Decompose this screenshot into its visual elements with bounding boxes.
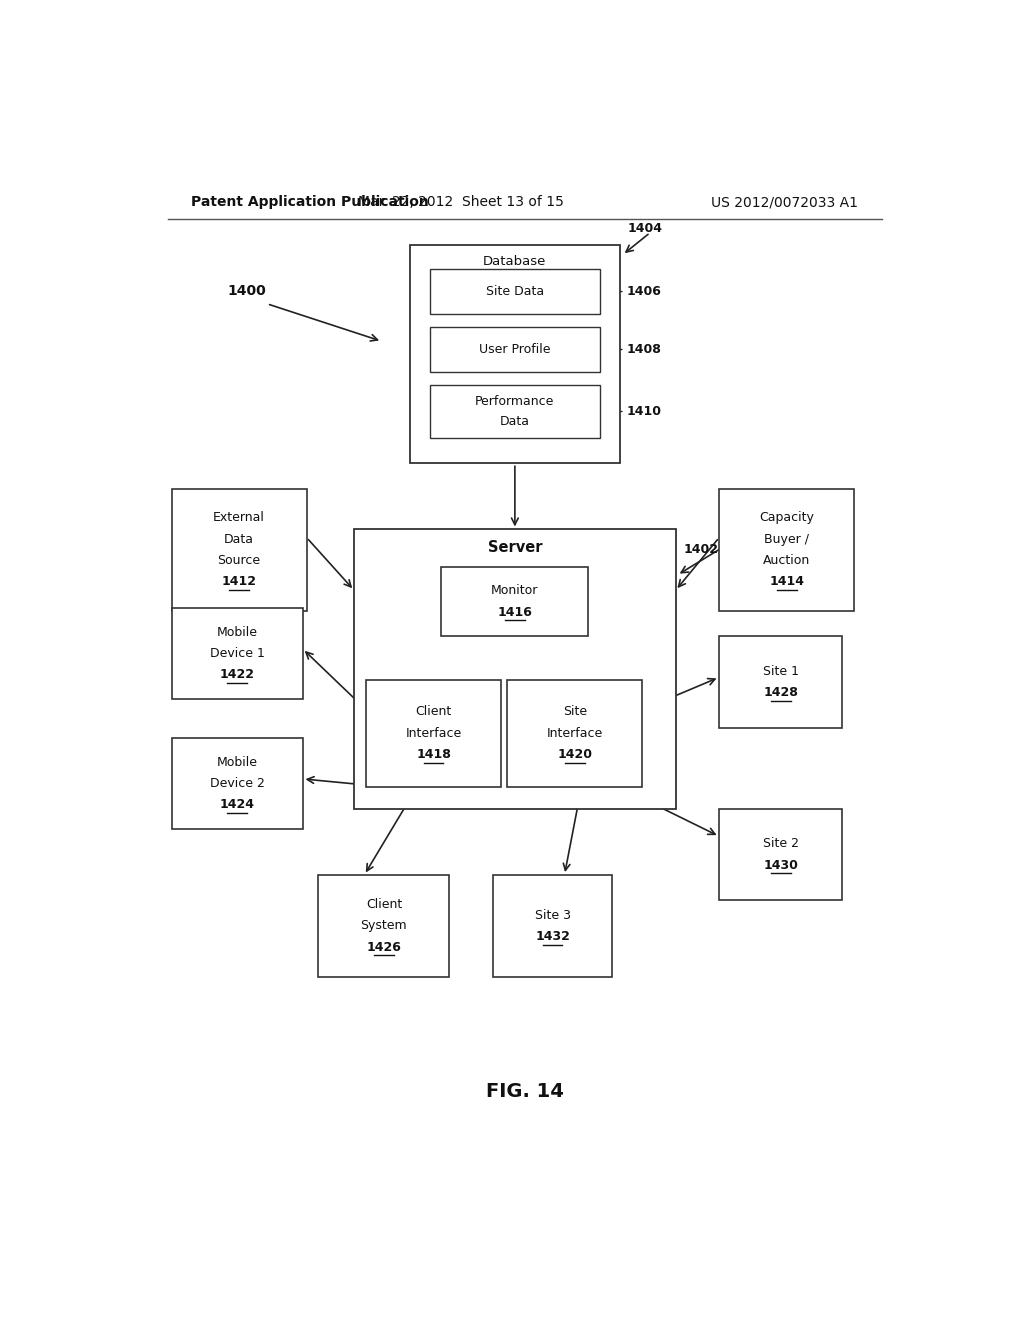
Text: Database: Database xyxy=(483,255,547,268)
Text: System: System xyxy=(360,919,408,932)
Text: Source: Source xyxy=(217,554,261,566)
Text: 1426: 1426 xyxy=(367,941,401,953)
Text: 1400: 1400 xyxy=(227,284,266,297)
Text: 1428: 1428 xyxy=(763,686,798,700)
Text: 1420: 1420 xyxy=(557,748,592,762)
Text: Performance: Performance xyxy=(475,395,555,408)
Text: 1412: 1412 xyxy=(221,576,257,589)
Text: 1402: 1402 xyxy=(684,544,719,556)
Text: External: External xyxy=(213,511,265,524)
Text: 1408: 1408 xyxy=(627,343,662,356)
Text: Site Data: Site Data xyxy=(485,285,544,298)
Text: 1422: 1422 xyxy=(219,668,255,681)
Bar xyxy=(410,244,621,463)
Text: Data: Data xyxy=(224,532,254,545)
Text: 1424: 1424 xyxy=(219,799,255,812)
Bar xyxy=(441,568,589,636)
Bar xyxy=(172,607,303,700)
Text: Site 3: Site 3 xyxy=(535,908,570,921)
Bar xyxy=(354,529,676,809)
Bar xyxy=(719,488,854,611)
Text: Client: Client xyxy=(416,705,452,718)
Text: User Profile: User Profile xyxy=(479,343,551,356)
Text: Site: Site xyxy=(563,705,587,718)
Text: Auction: Auction xyxy=(763,554,810,566)
Text: Patent Application Publication: Patent Application Publication xyxy=(191,195,429,209)
Text: 1416: 1416 xyxy=(498,606,532,619)
Text: Data: Data xyxy=(500,416,529,428)
Text: Mar. 22, 2012  Sheet 13 of 15: Mar. 22, 2012 Sheet 13 of 15 xyxy=(358,195,564,209)
Bar xyxy=(507,680,642,787)
Bar xyxy=(430,327,600,372)
Bar xyxy=(719,809,842,900)
Bar xyxy=(719,636,842,727)
Bar xyxy=(367,680,501,787)
Text: Monitor: Monitor xyxy=(492,585,539,598)
Text: Buyer /: Buyer / xyxy=(764,532,809,545)
Text: Client: Client xyxy=(366,898,402,911)
Text: Interface: Interface xyxy=(547,727,603,739)
Text: 1406: 1406 xyxy=(627,285,662,298)
Text: Mobile: Mobile xyxy=(217,755,258,768)
Text: 1410: 1410 xyxy=(627,405,662,418)
Text: Server: Server xyxy=(487,540,542,554)
Bar xyxy=(172,738,303,829)
Text: 1404: 1404 xyxy=(628,222,663,235)
Text: Interface: Interface xyxy=(406,727,462,739)
Bar xyxy=(494,875,612,977)
Bar xyxy=(430,385,600,438)
Text: 1418: 1418 xyxy=(416,748,451,762)
Text: 1430: 1430 xyxy=(763,859,798,871)
Text: FIG. 14: FIG. 14 xyxy=(485,1082,564,1101)
Text: 1432: 1432 xyxy=(536,931,570,942)
Text: Site 2: Site 2 xyxy=(763,837,799,850)
Bar xyxy=(318,875,450,977)
Text: Device 1: Device 1 xyxy=(210,647,264,660)
Text: Mobile: Mobile xyxy=(217,626,258,639)
Text: Capacity: Capacity xyxy=(759,511,814,524)
Bar xyxy=(172,488,306,611)
Text: Site 1: Site 1 xyxy=(763,665,799,677)
Text: Device 2: Device 2 xyxy=(210,777,264,789)
Text: US 2012/0072033 A1: US 2012/0072033 A1 xyxy=(711,195,858,209)
Text: 1414: 1414 xyxy=(769,576,804,589)
Bar xyxy=(430,269,600,314)
